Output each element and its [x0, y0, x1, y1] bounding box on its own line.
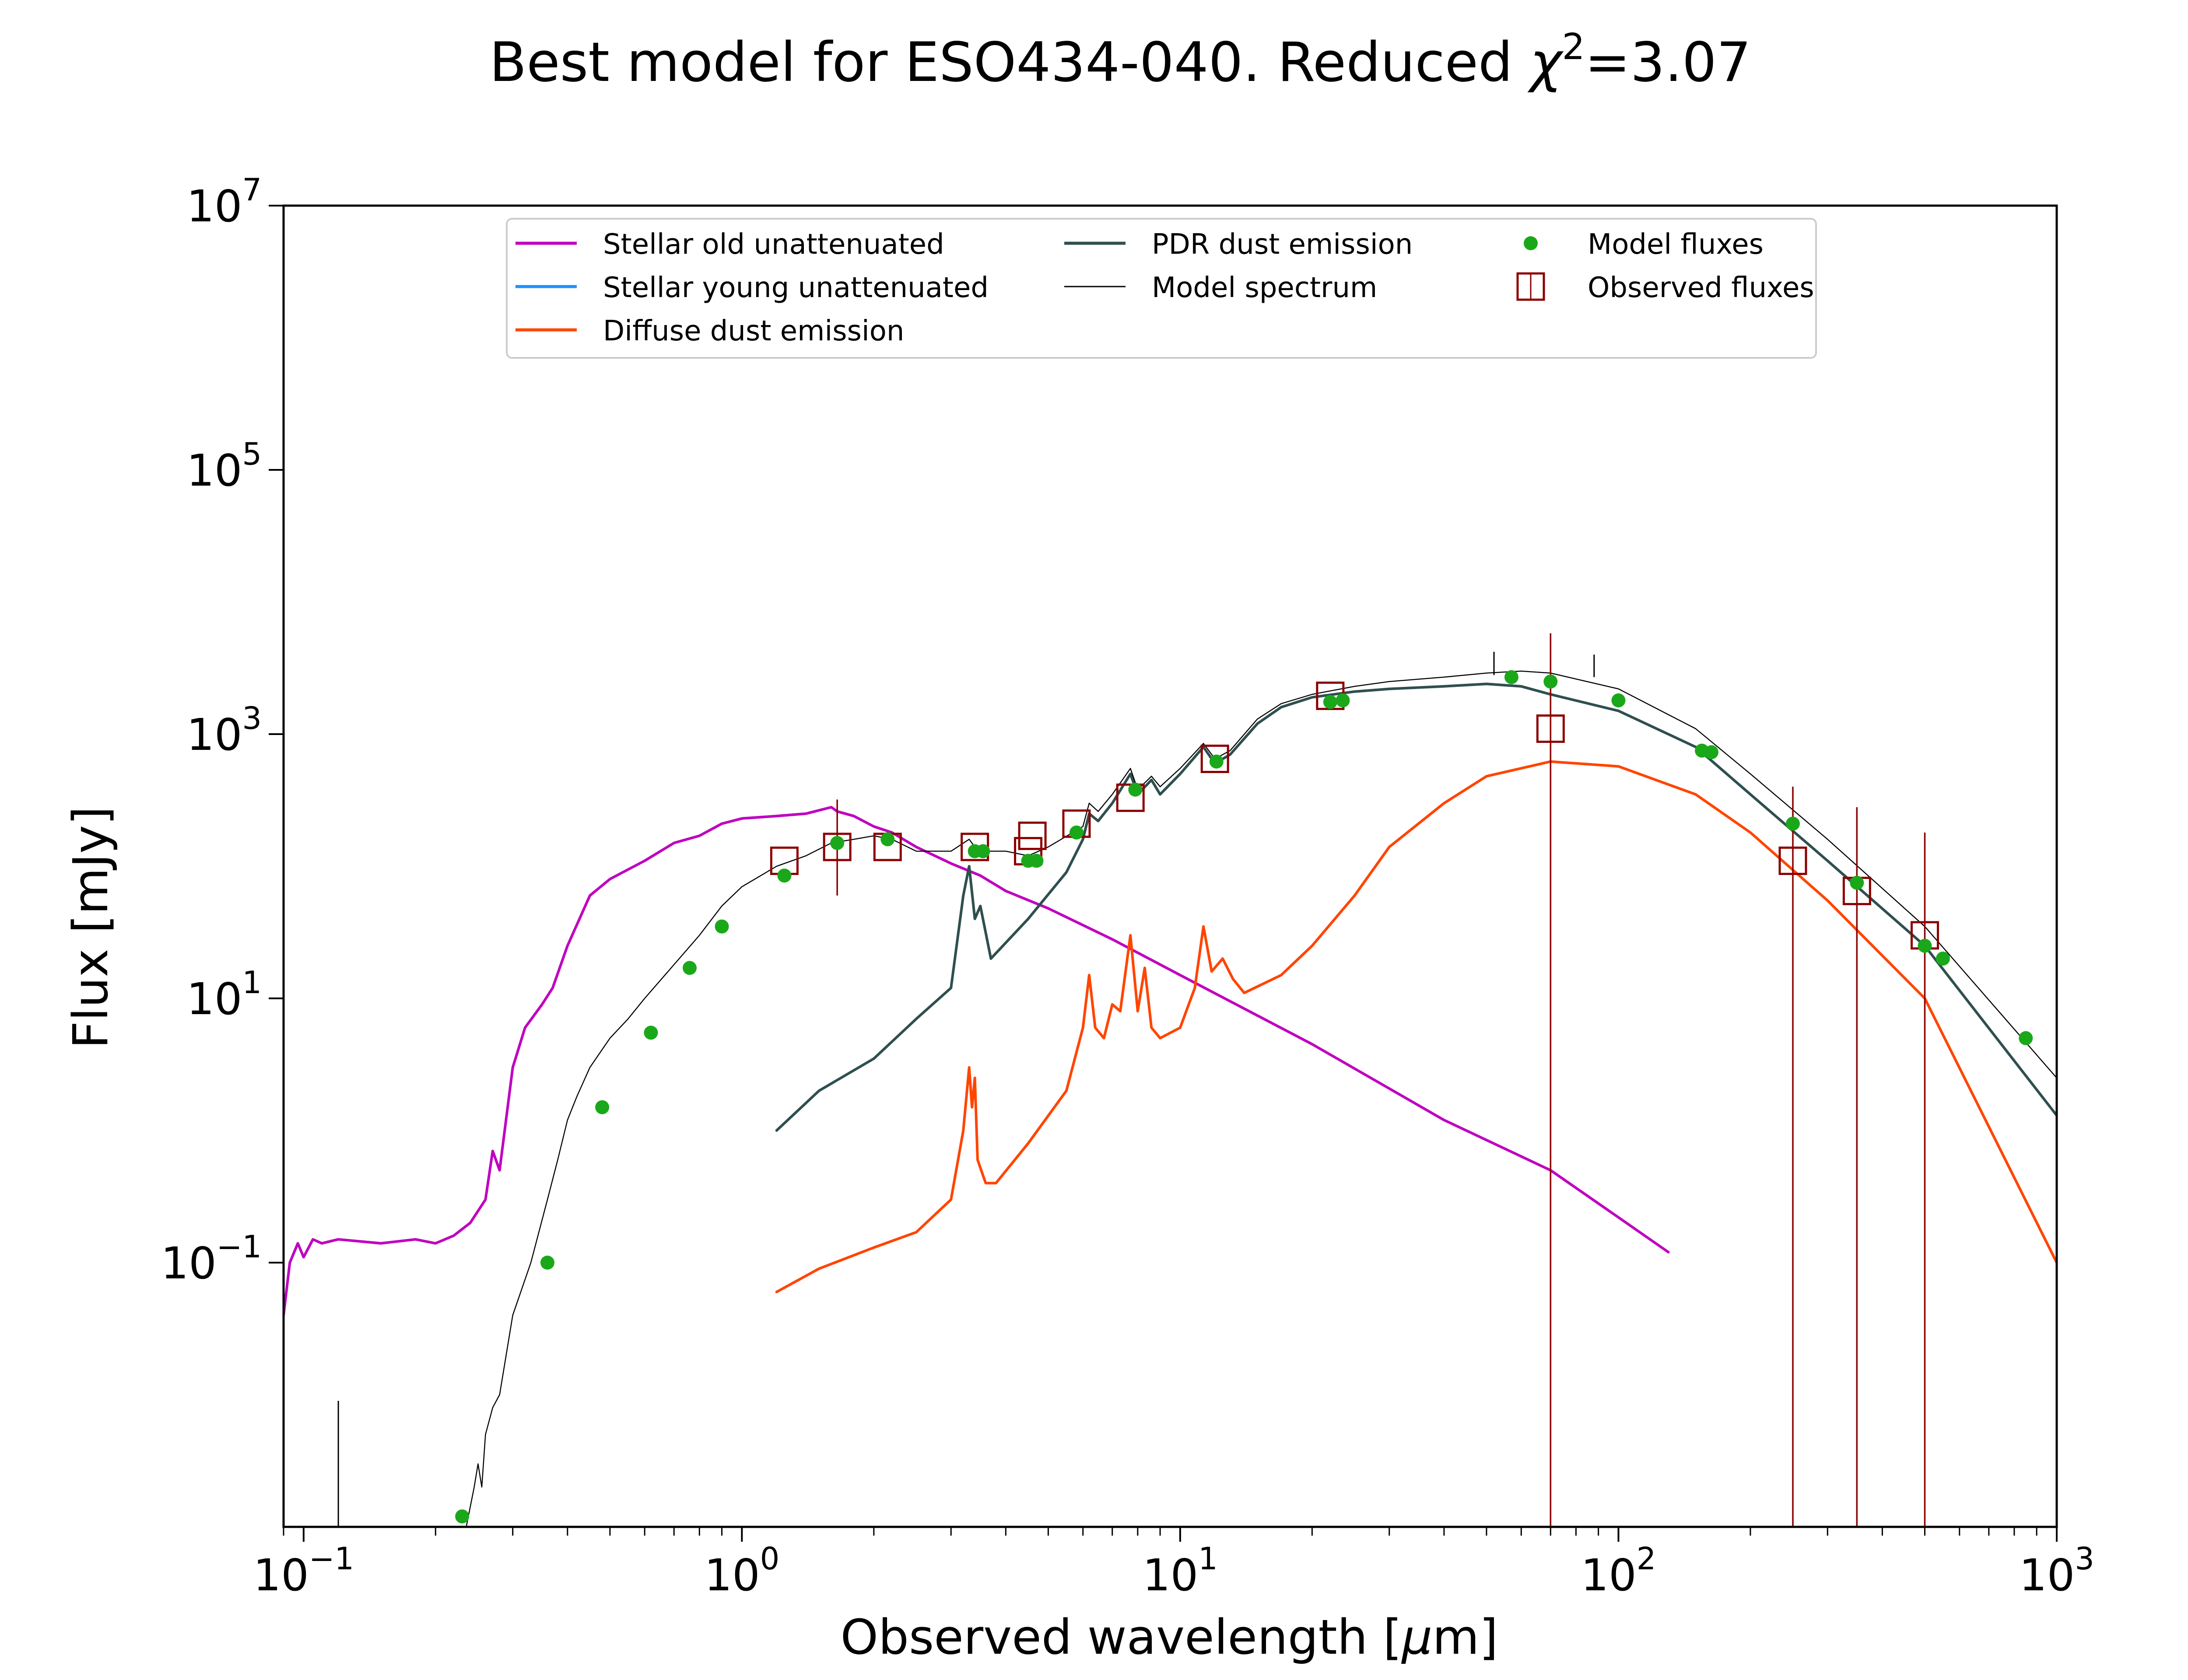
- model-flux-point: [1336, 693, 1350, 707]
- x-tick-label: 102: [1581, 1541, 1656, 1601]
- chart-title: Best model for ESO434-040. Reduced χ2=3.…: [489, 26, 1751, 94]
- observed-flux-point: [1536, 714, 1565, 743]
- y-tick-label-exponent: 1: [242, 965, 262, 1001]
- legend: Stellar old unattenuated Stellar young un…: [506, 218, 1817, 359]
- y-axis-label: Flux [mJy]: [63, 806, 119, 1049]
- y-tick-label-exponent: 3: [242, 700, 262, 736]
- y-tick-label: 103: [186, 700, 262, 760]
- model-flux-point: [1069, 825, 1083, 840]
- y-tick-label-base: 10: [186, 445, 242, 496]
- x-tick-label: 103: [2019, 1541, 2094, 1601]
- model-flux-point: [1611, 693, 1626, 707]
- legend-label-diffuse-dust-emission: Diffuse dust emission: [603, 315, 904, 347]
- y-tick-label-base: 10: [186, 181, 242, 232]
- x-tick-label: 100: [704, 1541, 779, 1601]
- x-tick-label-exponent: −1: [309, 1541, 354, 1577]
- model-flux-point: [683, 961, 697, 975]
- observed-flux-point: [1778, 846, 1807, 875]
- chart-title-sup: 2: [1562, 26, 1585, 68]
- model-flux-point: [880, 832, 895, 847]
- x-tick-label-base: 10: [704, 1550, 760, 1601]
- x-tick-label-base: 10: [253, 1550, 309, 1601]
- x-tick-label-exponent: 3: [2075, 1541, 2094, 1577]
- x-tick-label-exponent: 1: [1198, 1541, 1218, 1577]
- x-axis-label: Observed wavelength [μm]: [841, 1609, 1498, 1665]
- chart-title-value: =3.07: [1585, 31, 1751, 94]
- y-tick-label-exponent: 5: [242, 436, 262, 472]
- x-tick-label-exponent: 0: [760, 1541, 780, 1577]
- legend-label-pdr-dust-emission: PDR dust emission: [1152, 228, 1413, 261]
- x-tick-label-exponent: 2: [1637, 1541, 1656, 1577]
- legend-label-observed-fluxes: Observed fluxes: [1588, 272, 1814, 304]
- x-axis-label-main: Observed wavelength [: [841, 1609, 1402, 1665]
- model-flux-point: [540, 1256, 554, 1270]
- model-flux-point: [830, 836, 845, 850]
- legend-label-stellar-old-unattenuated: Stellar old unattenuated: [603, 228, 944, 261]
- model-flux-point: [1029, 854, 1044, 868]
- model-flux-point: [595, 1100, 610, 1114]
- y-tick-label-base: 10: [186, 973, 242, 1025]
- model-flux-point: [715, 919, 729, 934]
- chart-title-chi: χ: [1527, 31, 1564, 94]
- plot-data-layer: [284, 633, 2057, 1527]
- model-flux-point: [455, 1509, 470, 1524]
- model-flux-point: [1786, 816, 1800, 831]
- observed-flux-point: [823, 833, 852, 861]
- model-flux-point: [1704, 745, 1718, 760]
- model-flux-point: [1918, 938, 1932, 953]
- model-flux-point: [777, 868, 792, 883]
- observed-flux-point: [1116, 783, 1145, 812]
- observed-flux-point: [1200, 745, 1229, 774]
- legend-box: [506, 218, 1817, 359]
- axes-frame: [282, 204, 2058, 1528]
- model-flux-point: [1323, 695, 1337, 709]
- model-flux-point: [2019, 1031, 2033, 1045]
- legend-swatch-model-fluxes: [1524, 236, 1538, 250]
- y-tick-label-exponent: 7: [242, 172, 262, 208]
- x-tick-label: 10−1: [253, 1541, 354, 1601]
- model-flux-point: [976, 844, 990, 858]
- model-flux-point: [1128, 782, 1143, 797]
- series-line-pdr-dust-emission: [775, 682, 2057, 1132]
- observed-flux-point: [1018, 821, 1047, 850]
- model-flux-point: [1504, 670, 1518, 684]
- x-axis-label-end: m]: [1432, 1609, 1498, 1665]
- model-flux-point: [1543, 674, 1558, 689]
- y-tick-label: 107: [186, 172, 262, 232]
- x-tick-label-base: 10: [1581, 1550, 1637, 1601]
- y-tick-label-base: 10: [186, 709, 242, 760]
- y-tick-label: 101: [186, 965, 262, 1025]
- model-flux-point: [1209, 754, 1224, 769]
- x-tick-label: 101: [1143, 1541, 1218, 1601]
- model-flux-point: [1850, 875, 1864, 890]
- model-flux-point: [644, 1026, 658, 1040]
- legend-label-model-fluxes: Model fluxes: [1588, 228, 1764, 261]
- x-axis-label-mu: μ: [1401, 1609, 1432, 1665]
- series-line-diffuse-dust-emission: [775, 760, 2057, 1293]
- legend-label-model-spectrum: Model spectrum: [1152, 272, 1377, 304]
- y-tick-label: 10−1: [161, 1229, 262, 1289]
- y-tick-label-base: 10: [161, 1238, 217, 1289]
- y-tick-label-exponent: −1: [217, 1229, 262, 1265]
- legend-label-stellar-young-unattenuated: Stellar young unattenuated: [603, 272, 989, 304]
- y-tick-label: 105: [186, 436, 262, 496]
- model-flux-point: [1936, 952, 1950, 966]
- x-tick-label-base: 10: [1143, 1550, 1198, 1601]
- chart-title-main: Best model for ESO434-040. Reduced: [489, 31, 1530, 94]
- x-tick-label-base: 10: [2019, 1550, 2075, 1601]
- series-line-stellar-old-unattenuated: [284, 806, 1670, 1317]
